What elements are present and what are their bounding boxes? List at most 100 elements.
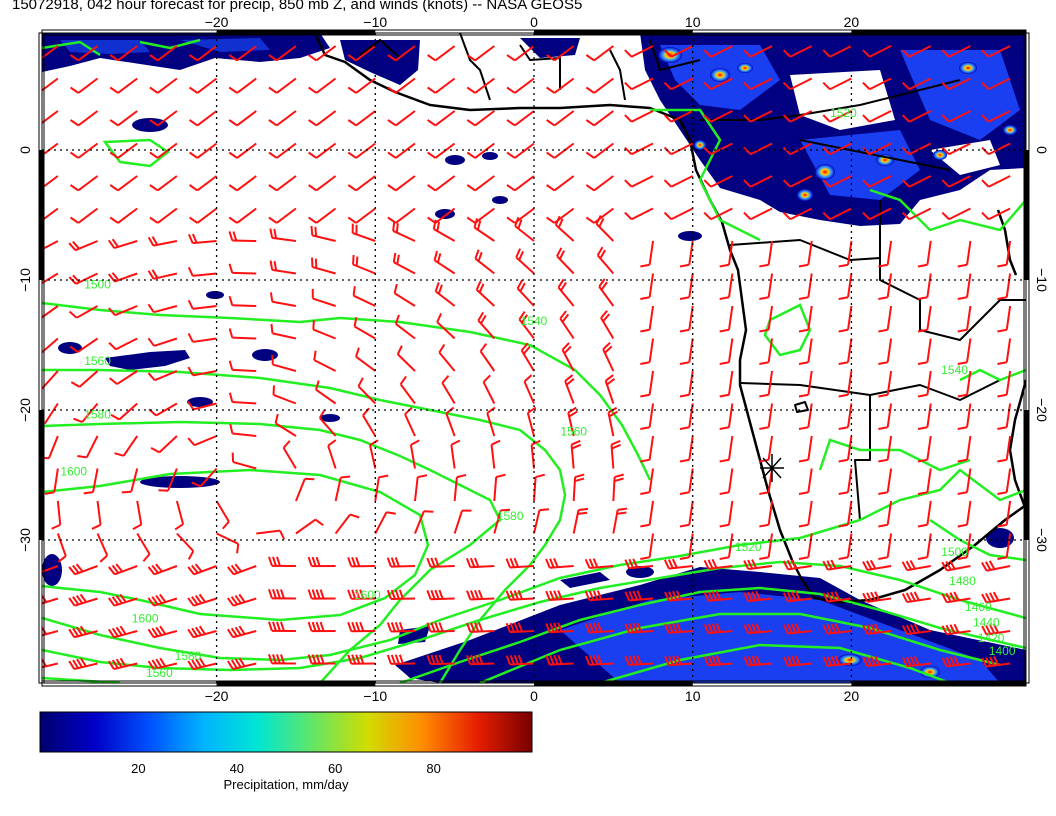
precip-area (180, 38, 270, 52)
contour-label: 1600 (354, 588, 381, 602)
wind-barb (505, 622, 535, 634)
wind-barb (703, 655, 733, 667)
wind-barb (703, 45, 733, 58)
wind-barb (862, 623, 892, 635)
wind-barb (490, 439, 501, 469)
wind-barb (227, 625, 257, 639)
wind-barb (110, 402, 138, 421)
contour-label: 1540 (941, 363, 968, 377)
lat-tick-label-left: −10 (17, 268, 33, 292)
wind-barb (554, 215, 575, 242)
wind-barb (187, 299, 217, 310)
wind-barb (545, 622, 574, 634)
wind-barb (679, 370, 694, 398)
wind-barb (347, 207, 376, 224)
wind-barb (917, 305, 932, 333)
wind-barb (466, 142, 495, 159)
wind-barb (189, 207, 218, 224)
wind-barb (69, 110, 99, 127)
height-contour (818, 438, 971, 472)
lat-tick-label-left: −20 (17, 398, 33, 422)
wind-barb (917, 273, 932, 300)
wind-barb (572, 507, 589, 534)
wind-barb (981, 591, 1011, 604)
wind-barb (941, 142, 971, 156)
wind-barb (941, 175, 971, 188)
wind-barb (822, 559, 852, 571)
wind-barb (719, 273, 734, 300)
wind-barb (108, 563, 138, 576)
wind-barb (486, 406, 496, 437)
wind-barb (941, 207, 971, 221)
wind-barb (334, 513, 360, 535)
wind-barb (308, 175, 337, 192)
wind-barb (387, 77, 416, 94)
wind-barb (878, 533, 893, 560)
wind-barb (610, 439, 621, 469)
wind-barb (640, 273, 655, 300)
wind-barb (187, 657, 217, 671)
wind-barb (109, 207, 138, 224)
wind-barb (782, 590, 812, 603)
wind-barb (268, 621, 296, 632)
wind-barb (42, 142, 59, 157)
wind-barb (228, 392, 257, 405)
wind-barb (386, 654, 415, 665)
convective-cell (815, 164, 835, 180)
wind-barb (596, 246, 615, 275)
wind-barb (426, 622, 455, 633)
wind-barb (109, 110, 138, 127)
wind-barb (493, 473, 506, 502)
height-contour (102, 138, 171, 168)
wind-barb (640, 468, 655, 495)
wind-barb (466, 175, 495, 192)
wind-barb (782, 45, 813, 58)
wind-barb (679, 338, 694, 365)
wind-barb (228, 175, 257, 192)
lon-tick-label-bottom: 20 (844, 688, 860, 704)
precip-area (678, 231, 702, 241)
wind-barb (427, 77, 456, 94)
precip-area (42, 554, 62, 586)
wind-barb (268, 556, 296, 567)
wind-barb (624, 110, 654, 123)
wind-barb (572, 473, 585, 502)
wind-barb (663, 110, 694, 123)
wind-barb (567, 406, 578, 437)
frame-segment (851, 681, 1026, 686)
height-contour (479, 612, 1001, 683)
wind-barb (352, 286, 376, 307)
wind-barb (69, 207, 99, 224)
wind-barb (353, 316, 376, 340)
wind-barb (759, 370, 774, 398)
convective-cell (933, 150, 947, 160)
wind-barb (393, 283, 416, 307)
wind-barb (981, 45, 1011, 58)
wind-barb (584, 654, 614, 666)
wind-barb (268, 45, 297, 62)
wind-barb (798, 273, 813, 300)
wind-barb (282, 440, 297, 470)
contour-label: 1520 (830, 106, 857, 120)
frame-segment (39, 150, 44, 280)
wind-barb (518, 311, 535, 340)
wind-barb (268, 207, 297, 224)
wind-barb (347, 142, 376, 159)
wind-barb (585, 175, 614, 192)
wind-barb (187, 333, 217, 343)
contour-label: 1560 (560, 424, 587, 438)
wind-barb (759, 500, 774, 528)
wind-barb (719, 500, 734, 528)
wind-barb (546, 45, 575, 62)
wind-barb (798, 305, 813, 333)
contour-label: 1500 (84, 277, 111, 291)
colorbar-tick-label: 20 (131, 761, 145, 776)
wind-barb (396, 345, 416, 372)
wind-barb (901, 110, 932, 123)
wind-barb (759, 273, 774, 300)
height-contour (929, 518, 1026, 562)
wind-barb (83, 468, 99, 495)
wind-barb (878, 273, 893, 300)
wind-barb (600, 310, 615, 340)
wind-barb (902, 655, 931, 668)
